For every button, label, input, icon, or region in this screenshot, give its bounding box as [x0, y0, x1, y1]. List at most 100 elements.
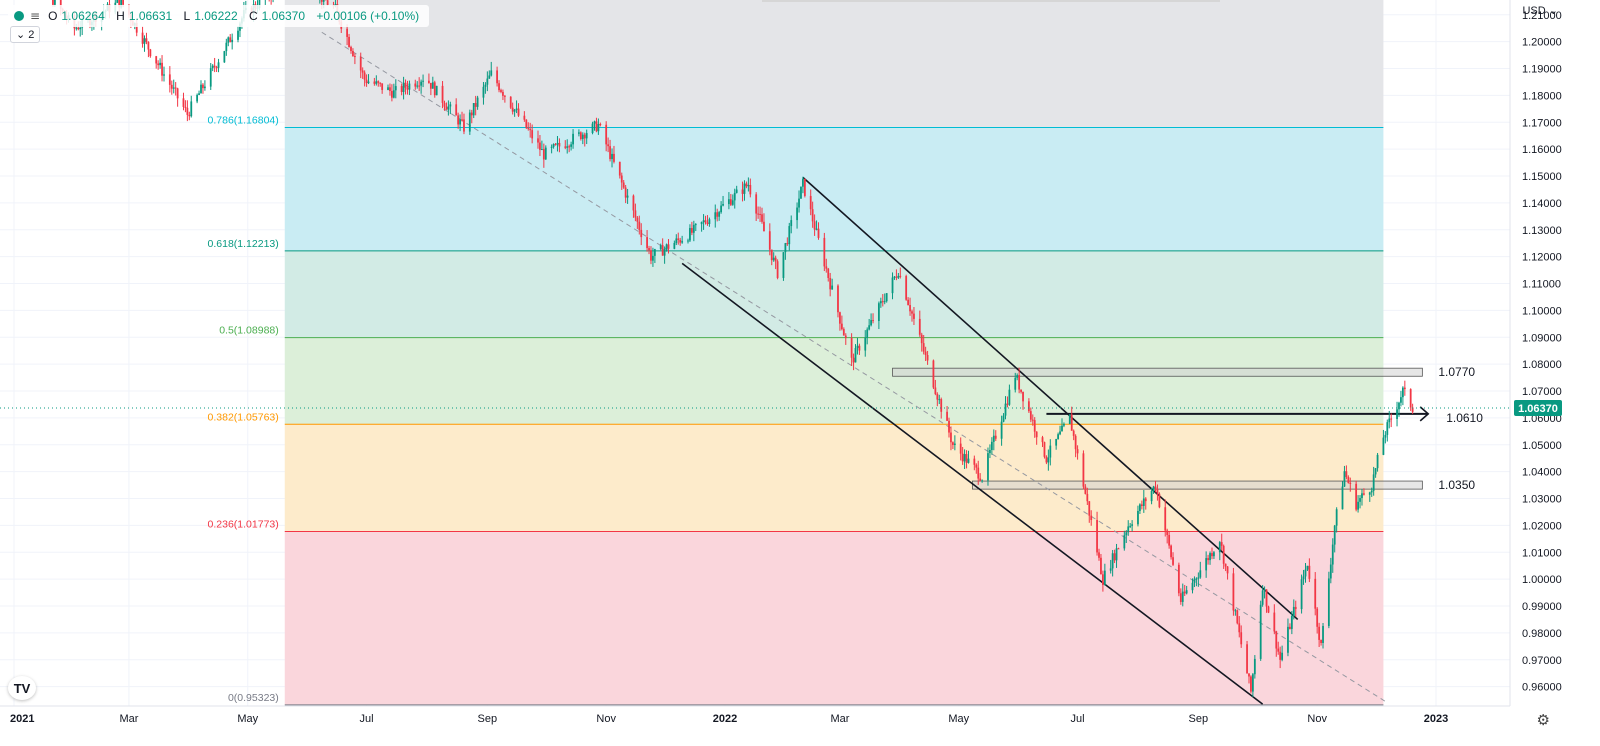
candle-body: [1390, 418, 1393, 420]
candle-body: [54, 0, 56, 5]
last-price-badge[interactable]: [1514, 399, 1562, 416]
candle-body: [184, 106, 187, 108]
high-value: 1.06631: [128, 9, 173, 23]
dashed-trend-line[interactable]: [321, 31, 1386, 702]
candle-body: [525, 119, 528, 128]
candle-body: [840, 323, 843, 330]
candle-body: [1102, 574, 1104, 585]
candle-body: [429, 82, 432, 89]
channel-line[interactable]: [681, 262, 1264, 705]
candle-body: [1386, 422, 1389, 435]
candle-body: [400, 86, 403, 92]
price-tick-label: 1.12000: [1522, 252, 1562, 264]
candle-body: [940, 399, 943, 412]
candle-body: [813, 221, 816, 230]
candle-body: [486, 78, 489, 85]
candle-body: [1248, 673, 1250, 677]
candle-body: [1294, 606, 1297, 610]
candle-body: [1090, 515, 1093, 520]
menu-icon[interactable]: ≡: [30, 9, 41, 23]
candle-body: [852, 357, 855, 363]
candle-body: [391, 90, 393, 98]
candle-body: [872, 320, 874, 322]
candle-body: [1022, 391, 1024, 402]
support-resistance-zones[interactable]: 1.0770 1.0350 1.0610: [892, 365, 1484, 492]
candle-body: [1177, 564, 1180, 594]
candlestick-series: [0, 0, 1510, 698]
candle-body: [542, 149, 545, 160]
candle-body: [675, 238, 678, 243]
collapse-indicators-button[interactable]: ⌄ 2: [10, 26, 41, 43]
candle-body: [883, 301, 886, 303]
price-tick-label: 1.18000: [1522, 90, 1562, 102]
candle-body: [190, 101, 193, 117]
fib-zone: [284, 424, 1384, 532]
candle-body: [877, 303, 880, 321]
open-value: 1.06264: [61, 9, 105, 23]
candle-body: [1396, 409, 1398, 419]
candle-body: [196, 94, 199, 102]
candle-body: [653, 249, 656, 256]
high-label: H: [116, 9, 125, 23]
candle-body: [950, 432, 952, 443]
candle-body: [176, 88, 179, 99]
candle-body: [1263, 589, 1266, 591]
candle-body: [550, 146, 553, 148]
price-tick-label: 1.20000: [1522, 37, 1562, 49]
candle-body: [353, 56, 356, 58]
candle-body: [1341, 486, 1344, 510]
candle-body: [223, 51, 226, 63]
ohlc-values: O 1.06264 H 1.06631 L 1.06222 C 1.06370 +0.0…: [48, 9, 423, 23]
candle-body: [790, 220, 793, 227]
tradingview-logo[interactable]: TV: [8, 676, 36, 700]
fibonacci-retracement[interactable]: 0.786(1.16804) 0.618(1.12213) 0.5(1.08988)…: [208, 0, 1384, 706]
candle-body: [498, 83, 500, 91]
price-axis[interactable]: 1.21000 1.20000 1.19000 1.18000 1.17000 1.160…: [1509, 0, 1562, 706]
chevron-down-icon: ⌄: [1548, 5, 1558, 17]
candle-body: [1049, 445, 1052, 458]
time-tick-label: Nov: [1307, 713, 1327, 725]
fib-zone-top: [284, 0, 1384, 128]
candle-body: [1002, 415, 1005, 422]
candle-body: [798, 198, 800, 208]
candle-body: [907, 299, 910, 306]
symbol-legend[interactable]: ≡ O 1.06264 H 1.06631 L 1.06222 C 1.06370 +0…: [8, 5, 430, 27]
candle-body: [352, 50, 354, 57]
candle-body: [503, 95, 506, 97]
candle-body: [1277, 648, 1280, 652]
candle-body: [1279, 651, 1282, 660]
candle-body: [994, 435, 997, 439]
candle-body: [377, 81, 380, 83]
candle-body: [488, 75, 491, 79]
time-tick-label: Sep: [478, 713, 498, 725]
candle-body: [1179, 593, 1182, 602]
candle-body: [759, 213, 761, 215]
candle-body: [416, 85, 419, 87]
candle-body: [116, 0, 119, 3]
time-axis[interactable]: 2021 Mar May Jul Sep Nov 2022 Mar May Jul Sep Nov 20…: [0, 705, 1510, 725]
candle-body: [1006, 403, 1009, 405]
candle-body: [118, 0, 121, 8]
gear-icon[interactable]: ⚙: [1536, 711, 1550, 729]
candle-body: [1240, 632, 1243, 645]
price-zone[interactable]: [971, 480, 1423, 490]
candle-body: [389, 87, 391, 91]
channel-line[interactable]: [802, 176, 1299, 621]
candle-body: [899, 275, 902, 277]
candle-body: [823, 237, 826, 267]
price-zone[interactable]: [892, 367, 1423, 377]
fib-level-label: 0.618(1.12213): [208, 238, 279, 250]
candle-body: [326, 0, 329, 6]
candle-body: [815, 228, 818, 230]
candle-body: [706, 222, 709, 224]
candle-body: [965, 454, 968, 463]
candle-body: [936, 394, 939, 400]
currency-menu[interactable]: USD ⌄: [1522, 4, 1558, 17]
candle-body: [564, 146, 567, 148]
trend-lines[interactable]: [321, 31, 1386, 705]
candle-body: [1033, 420, 1036, 432]
candle-body: [757, 213, 760, 215]
price-tick-label: 1.16000: [1522, 144, 1562, 156]
candle-body: [523, 115, 526, 120]
